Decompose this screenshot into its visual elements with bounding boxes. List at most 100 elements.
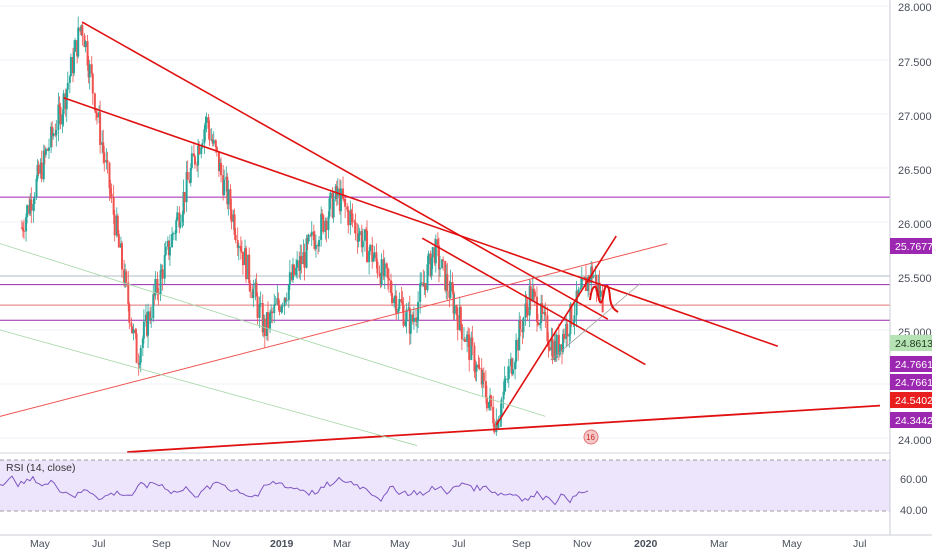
candle-body xyxy=(405,309,408,322)
candle-body xyxy=(302,252,305,265)
candle-body xyxy=(278,305,281,313)
candle-body xyxy=(314,245,317,249)
candle-body xyxy=(229,189,232,210)
candle-body xyxy=(525,303,528,307)
candle-body xyxy=(258,304,261,318)
candle-body xyxy=(540,303,543,323)
candle-body xyxy=(144,314,147,322)
candle-body xyxy=(198,145,201,155)
candle-body xyxy=(99,112,102,145)
candle-body xyxy=(132,329,135,334)
candles xyxy=(20,16,604,436)
candle-body xyxy=(460,324,463,340)
candle-body xyxy=(95,112,98,118)
horizontal-levels xyxy=(0,196,890,321)
candle-body xyxy=(307,234,310,242)
candle-body xyxy=(227,189,230,205)
candle-body xyxy=(511,369,514,375)
trendline xyxy=(0,329,418,446)
candle-body xyxy=(22,230,25,232)
candle-body xyxy=(277,298,280,306)
candle-body xyxy=(190,153,193,169)
event-flag-icon[interactable]: 16 xyxy=(583,429,599,445)
candle-body xyxy=(430,257,433,276)
candle-body xyxy=(117,234,120,248)
candle-body xyxy=(541,303,544,314)
svg-text:24.3442: 24.3442 xyxy=(895,415,932,427)
candle-body xyxy=(178,212,181,228)
candle-body xyxy=(393,298,396,304)
candle-body xyxy=(141,338,144,349)
candle-body xyxy=(364,229,367,231)
candle-body xyxy=(124,271,127,283)
candle-body xyxy=(555,334,558,358)
candle-body xyxy=(473,345,476,372)
candle-body xyxy=(139,348,142,363)
candle-body xyxy=(481,372,484,385)
candle-body xyxy=(223,179,226,195)
candle-body xyxy=(449,281,452,298)
candle-body xyxy=(130,322,133,327)
candle-body xyxy=(188,179,191,183)
candle-body xyxy=(240,251,243,253)
candle-body xyxy=(416,320,419,322)
candle-body xyxy=(303,252,306,268)
candle-body xyxy=(477,364,480,368)
candle-body xyxy=(577,289,580,297)
candle-body xyxy=(110,193,113,197)
candle-body xyxy=(378,273,381,276)
candle-body xyxy=(490,395,493,407)
projection-squiggle xyxy=(589,284,619,313)
candle-body xyxy=(185,172,188,203)
candle-body xyxy=(503,378,506,392)
candle-body xyxy=(88,64,91,78)
candle-body xyxy=(366,230,369,263)
candle-body xyxy=(467,334,470,336)
candle-body xyxy=(455,305,458,316)
candle-body xyxy=(327,216,330,231)
trendline xyxy=(63,97,779,347)
candle-body xyxy=(343,198,346,200)
trendlines xyxy=(0,21,881,453)
candle-body xyxy=(42,150,45,180)
candle-body xyxy=(248,254,251,284)
candle-body xyxy=(387,278,390,281)
candle-body xyxy=(205,117,208,123)
candle-body xyxy=(456,315,459,330)
candle-body xyxy=(446,274,449,292)
candle-body xyxy=(379,275,382,285)
candle-body xyxy=(493,423,496,433)
candle-body xyxy=(478,367,481,369)
candle-body xyxy=(524,303,527,318)
candle-body xyxy=(433,247,436,264)
candle-body xyxy=(214,140,217,148)
candle-body xyxy=(386,268,389,279)
candle-body xyxy=(167,240,170,256)
candle-body xyxy=(353,221,356,223)
candle-body xyxy=(39,162,42,174)
candle-body xyxy=(189,168,192,183)
candle-body xyxy=(220,162,223,176)
candle-body xyxy=(203,129,206,144)
rsi-tick: 40.00 xyxy=(900,505,928,517)
candle-body xyxy=(197,145,200,166)
candle-body xyxy=(153,294,156,296)
candle-body xyxy=(50,126,53,148)
candle-body xyxy=(448,291,451,298)
candle-body xyxy=(500,399,503,415)
candle-body xyxy=(495,421,498,433)
candle-body xyxy=(48,147,51,151)
time-label: 2020 xyxy=(634,538,658,550)
candle-body xyxy=(51,126,54,137)
candle-body xyxy=(36,164,39,179)
candle-body xyxy=(338,188,341,212)
price-badge: 24.5402 xyxy=(890,392,932,408)
candle-body xyxy=(480,368,483,385)
candle-body xyxy=(336,188,339,196)
candle-body xyxy=(458,307,461,330)
candle-body xyxy=(172,233,175,235)
svg-text:24.7661: 24.7661 xyxy=(895,377,932,389)
candle-body xyxy=(426,264,429,291)
candle-body xyxy=(394,295,397,299)
